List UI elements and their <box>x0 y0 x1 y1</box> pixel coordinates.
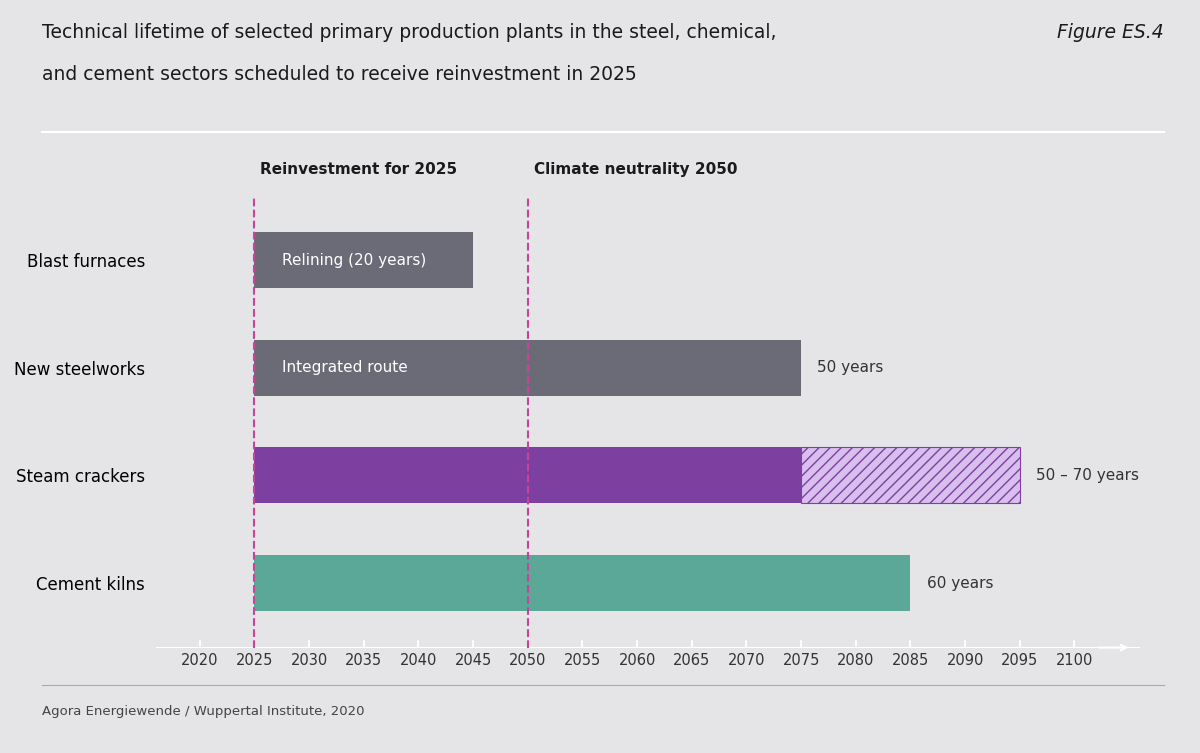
Text: Figure ES.4: Figure ES.4 <box>1057 23 1164 41</box>
Text: and cement sectors scheduled to receive reinvestment in 2025: and cement sectors scheduled to receive … <box>42 65 637 84</box>
Text: 50 years: 50 years <box>817 361 884 376</box>
Bar <box>254 447 802 504</box>
Bar <box>254 555 911 611</box>
Bar <box>802 447 1020 504</box>
Bar <box>254 233 473 288</box>
Bar <box>254 340 802 396</box>
Text: Technical lifetime of selected primary production plants in the steel, chemical,: Technical lifetime of selected primary p… <box>42 23 776 41</box>
Text: Integrated route: Integrated route <box>282 361 408 376</box>
Text: 50 – 70 years: 50 – 70 years <box>1036 468 1139 483</box>
Text: 60 years: 60 years <box>926 575 994 590</box>
Text: Reinvestment for 2025: Reinvestment for 2025 <box>260 162 457 177</box>
Text: Climate neutrality 2050: Climate neutrality 2050 <box>534 162 737 177</box>
Text: Agora Energiewende / Wuppertal Institute, 2020: Agora Energiewende / Wuppertal Institute… <box>42 705 365 718</box>
Text: Relining (20 years): Relining (20 years) <box>282 253 426 268</box>
